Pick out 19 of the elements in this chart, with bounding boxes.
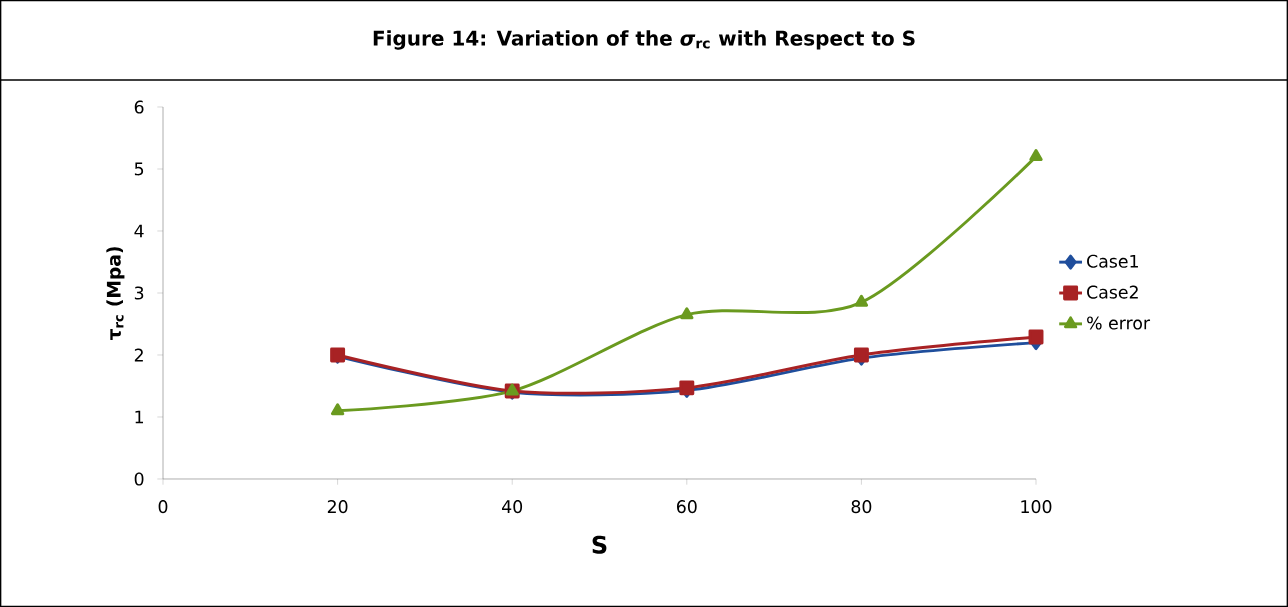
x-tick-label: 0	[158, 500, 168, 514]
y-tick-label: 5	[134, 162, 144, 176]
x-axis-title: S	[592, 535, 607, 554]
y-tick-label: 0	[134, 472, 144, 486]
y-tick-label: 1	[135, 410, 144, 424]
y-tick-label: 6	[134, 100, 144, 114]
y-tick-label: 4	[134, 224, 144, 238]
y-tick-label: 2	[134, 348, 143, 362]
x-tick-label: 80	[851, 500, 872, 514]
legend-label: Case2	[1087, 285, 1138, 299]
x-tick-label: 100	[1021, 500, 1052, 514]
x-tick-label: 20	[327, 500, 348, 514]
legend-label: % error	[1087, 316, 1151, 330]
legend-label: Case1	[1087, 254, 1138, 268]
x-tick-label: 60	[676, 500, 697, 514]
y-axis-title: τ$_{rc}$ (Mpa)	[106, 247, 125, 341]
y-tick-label: 3	[134, 286, 144, 300]
chart-title: Figure 14: Variation of the σ$_{rc}$ with Respect to S	[373, 30, 915, 50]
x-tick-label: 40	[502, 500, 523, 514]
